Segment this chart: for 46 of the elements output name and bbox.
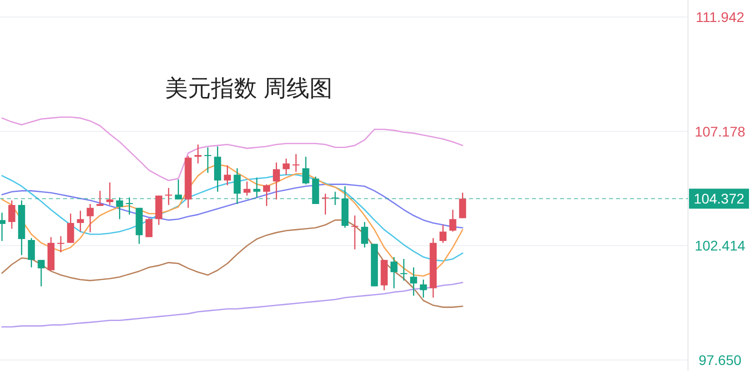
text: 美元指数 周线图 <box>165 75 332 101</box>
candlestick <box>449 209 456 232</box>
candlestick <box>57 236 64 253</box>
candlestick <box>204 146 212 174</box>
candlestick <box>8 200 16 230</box>
candlestick <box>440 224 446 244</box>
candlestick <box>214 146 222 192</box>
candlestick <box>351 214 358 250</box>
line-series <box>1 116 464 182</box>
candlestick <box>67 213 74 244</box>
candlestick <box>146 218 152 238</box>
candlestick <box>116 196 124 220</box>
candlestick <box>76 210 84 232</box>
candlestick <box>459 192 466 219</box>
candlestick <box>86 203 94 233</box>
candlestick <box>292 153 300 172</box>
y-tick-label: 102.414 <box>694 238 746 254</box>
y-tick-label: 111.942 <box>696 8 744 25</box>
candlestick <box>106 182 114 206</box>
candlestick <box>282 158 290 176</box>
candlestick <box>272 162 280 200</box>
candlestick <box>126 196 133 216</box>
candlestick <box>390 256 398 289</box>
candlestick <box>155 195 162 226</box>
candlestick <box>322 193 329 216</box>
line-series <box>1 219 464 308</box>
candlestick <box>96 190 104 207</box>
candlestick <box>302 156 310 185</box>
candlestick <box>263 184 270 207</box>
candlestick <box>361 221 368 248</box>
candlestick <box>28 237 35 268</box>
candlestick <box>420 279 427 298</box>
candlestick <box>410 266 418 296</box>
candlestick <box>332 191 339 206</box>
line-series <box>1 282 464 328</box>
candlestick <box>38 259 45 287</box>
candlestick <box>224 164 231 186</box>
candlestick <box>253 177 260 198</box>
y-tick-label: 97.650 <box>698 352 742 368</box>
y-tick-label: 107.178 <box>694 123 746 140</box>
ref-line-label: 104.372 <box>694 190 745 207</box>
candlestick <box>244 180 250 196</box>
candlestick <box>234 168 241 205</box>
candlestick <box>400 258 408 282</box>
candlestick <box>174 178 182 200</box>
candlestick <box>165 187 172 206</box>
